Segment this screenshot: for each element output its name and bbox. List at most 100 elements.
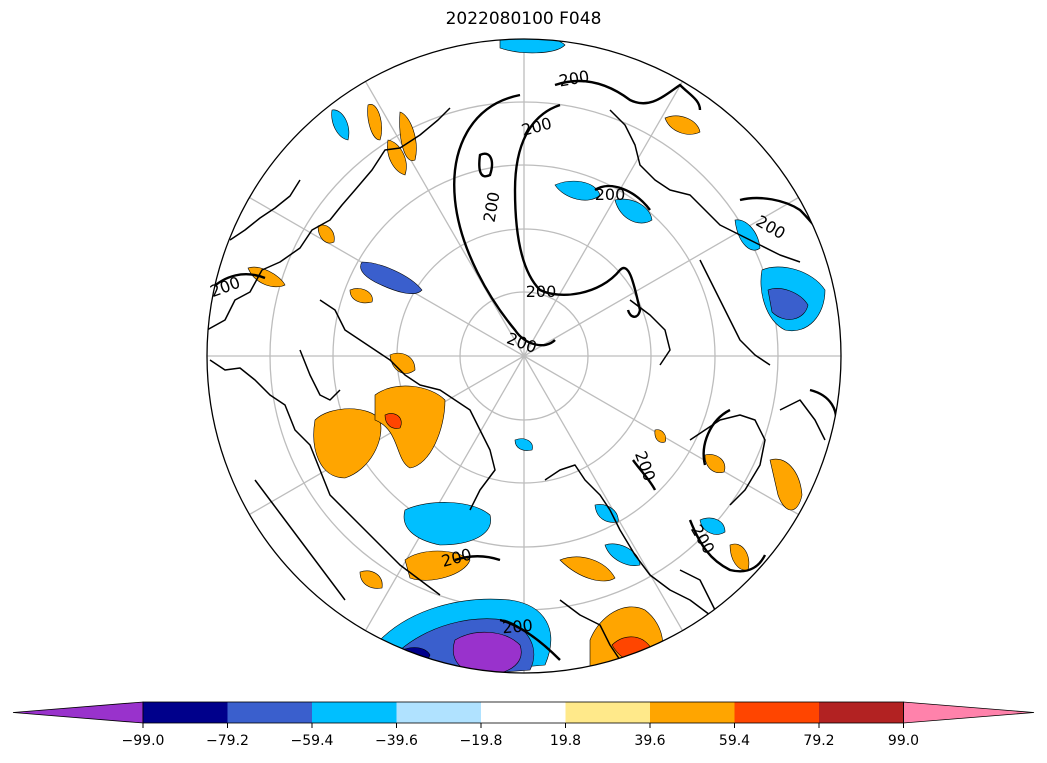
meridian-line [523, 196, 799, 357]
shaded-region [404, 550, 471, 581]
shaded-region [594, 504, 619, 523]
shaded-region [499, 39, 566, 54]
shaded-region [247, 266, 286, 288]
shaded-region [452, 631, 522, 673]
contour-label: 200 [504, 329, 539, 357]
meridian-line [364, 355, 525, 631]
contour-line [702, 408, 731, 466]
coastline [779, 399, 826, 441]
contour-line [594, 184, 651, 211]
colorbar: −99.0 −79.2 −59.4 −39.6 −19.8 19.8 39.6 59.4 79.… [12, 701, 1035, 749]
contour-label: 200 [595, 185, 626, 204]
colorbar-segment [734, 702, 820, 723]
colorbar-segment [481, 702, 566, 723]
colorbar-segment [143, 702, 228, 723]
shaded-region [767, 288, 809, 320]
contour-labels: 200 200 200 200 200 200 200 200 200 200 … [208, 67, 789, 638]
shaded-region [664, 115, 701, 135]
shaded-region [389, 352, 416, 374]
contour-label: 200 [439, 545, 473, 571]
shaded-region [769, 458, 803, 511]
colorbar-tick-label: −39.6 [375, 733, 418, 749]
coastline [299, 349, 341, 401]
contour-line [632, 459, 657, 491]
colorbar-segments [12, 701, 1035, 724]
contour-label: 200 [526, 282, 557, 301]
shaded-region [384, 413, 402, 429]
colorbar-tick-label: −99.0 [122, 733, 165, 749]
shaded-region [317, 224, 335, 244]
shaded-region [604, 543, 641, 566]
shaded-region [349, 288, 373, 304]
colorbar-extend-max [903, 701, 1035, 724]
coastline [209, 359, 441, 596]
map-boundary [206, 38, 842, 674]
contour-line [454, 555, 501, 562]
coastline [254, 479, 346, 601]
contour-line [554, 79, 702, 111]
shaded-region [704, 454, 726, 473]
shaded-region [313, 408, 382, 479]
meridians [207, 39, 841, 673]
colorbar-segment [227, 702, 313, 723]
contour-label: 200 [501, 616, 533, 638]
graticule [207, 39, 841, 673]
contour-line [499, 618, 561, 661]
shaded-region [367, 104, 382, 141]
colorbar-tick-label: −59.4 [291, 733, 334, 749]
colorbar-tick-label: 59.4 [719, 733, 750, 749]
shaded-region [554, 180, 601, 201]
contour-label: 200 [480, 190, 504, 223]
meridian-line [523, 81, 684, 357]
coastline [689, 414, 766, 506]
meridian-line [523, 355, 684, 631]
colorbar-tick-label: −19.8 [460, 733, 503, 749]
contour-line [478, 152, 494, 178]
colorbar-tick-label: 79.2 [803, 733, 834, 749]
colorbar-segment [565, 702, 651, 723]
shaded-region [399, 111, 417, 161]
colorbar-segment [819, 702, 904, 723]
colorbar-tick-label: 39.6 [634, 733, 665, 749]
shaded-region [559, 556, 616, 582]
colorbar-extend-min [12, 701, 144, 724]
coastline [699, 259, 771, 366]
contour-line [513, 103, 642, 318]
shaded-region [331, 109, 350, 141]
shaded-region [729, 543, 750, 571]
shaded-region [654, 429, 667, 443]
shaded-region [614, 198, 653, 224]
colorbar-tick-label: −79.2 [206, 733, 249, 749]
colorbar-ticks: −99.0 −79.2 −59.4 −39.6 −19.8 19.8 39.6 59.4 79.… [122, 723, 919, 749]
map-title: 2022080100 F048 [445, 9, 602, 29]
coastline [319, 299, 496, 511]
coastline [207, 107, 451, 331]
shaded-region [403, 502, 491, 546]
contour-line [688, 519, 767, 573]
coastline [559, 599, 621, 661]
meridian-line [249, 355, 525, 516]
meridian-line [364, 81, 525, 357]
coastline [229, 179, 301, 241]
contour-label: 200 [631, 449, 659, 484]
colorbar-segment [312, 702, 397, 723]
shaded-region [699, 517, 726, 535]
coastline [609, 109, 801, 263]
shaded-region [374, 385, 446, 469]
colorbar-tick-label: 19.8 [550, 733, 581, 749]
contour-line [809, 388, 838, 431]
shaded-region [360, 261, 423, 294]
contour-label: 200 [208, 273, 243, 301]
contour-line [453, 93, 556, 347]
coastline [679, 569, 721, 621]
contour-label: 200 [753, 211, 789, 243]
coastline [629, 299, 671, 366]
shaded-region [514, 438, 533, 451]
colorbar-segment [650, 702, 735, 723]
contour-label: 200 [557, 67, 590, 91]
colorbar-segment [396, 702, 482, 723]
contour-lines [209, 79, 838, 661]
colorbar-frame [142, 701, 904, 724]
shaded-region [359, 570, 383, 589]
colorbar-tick-label: 99.0 [888, 733, 919, 749]
